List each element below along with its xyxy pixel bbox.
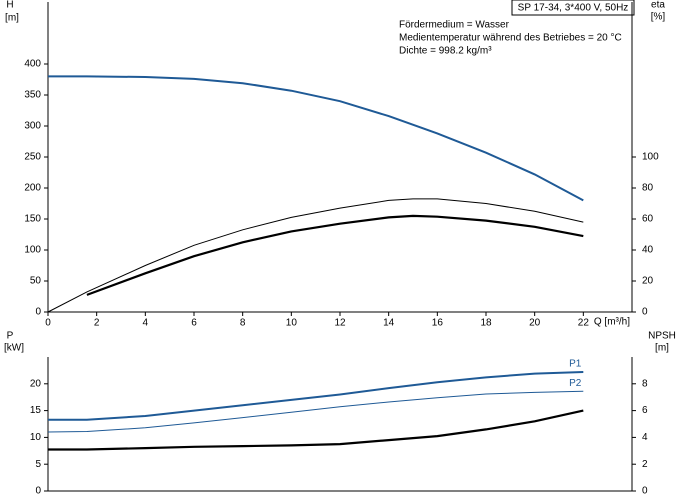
- y-tick-label: 15: [30, 405, 42, 416]
- chart-title: SP 17-34, 3*400 V, 50Hz: [518, 3, 629, 14]
- y2-tick-label: 2: [642, 459, 648, 470]
- y2-axis-unit: [%]: [651, 12, 666, 23]
- curve-label: P1: [569, 359, 582, 370]
- x-axis-label: Q [m³/h]: [594, 317, 630, 328]
- curve-label: P2: [569, 378, 582, 389]
- y-tick-label: 5: [35, 459, 41, 470]
- x-tick-label: 16: [432, 318, 444, 329]
- x-tick-label: 2: [94, 318, 100, 329]
- x-tick-label: 20: [529, 318, 541, 329]
- x-tick-label: 18: [480, 318, 492, 329]
- y2-tick-label: 6: [642, 405, 648, 416]
- y-axis-unit: [m]: [5, 13, 19, 24]
- y-tick-label: 100: [24, 245, 41, 256]
- curve: [86, 214, 584, 296]
- curve: [48, 75, 584, 202]
- annotation: Medientemperatur während des Betriebes =…: [399, 33, 622, 44]
- y2-tick-label: 8: [642, 378, 648, 389]
- y2-tick-label: 0: [642, 486, 648, 497]
- y2-tick-label: 20: [642, 276, 654, 287]
- y2-axis-label: NPSH: [648, 331, 676, 342]
- y-tick-label: 350: [24, 90, 41, 101]
- y-axis-label: P: [7, 331, 14, 342]
- y-tick-label: 200: [24, 183, 41, 194]
- curve: [48, 371, 584, 421]
- y2-axis-label: eta: [651, 0, 665, 11]
- y-tick-label: 20: [30, 378, 42, 389]
- y2-tick-label: 40: [642, 245, 654, 256]
- y2-tick-label: 0: [642, 307, 648, 318]
- y-tick-label: 0: [35, 486, 41, 497]
- y2-tick-label: 60: [642, 214, 654, 225]
- x-tick-label: 8: [240, 318, 246, 329]
- y-axis-unit: [kW]: [4, 343, 24, 354]
- y-tick-label: 250: [24, 152, 41, 163]
- title-box: [511, 0, 635, 16]
- y2-tick-label: 100: [642, 152, 659, 163]
- y2-axis-unit: [m]: [655, 343, 669, 354]
- x-tick-label: 14: [383, 318, 395, 329]
- x-tick-label: 10: [286, 318, 298, 329]
- curve: [48, 409, 584, 451]
- y-tick-label: 150: [24, 214, 41, 225]
- y-tick-label: 50: [30, 276, 42, 287]
- x-tick-label: 22: [578, 318, 590, 329]
- annotation: Fördermedium = Wasser: [399, 20, 510, 31]
- y-tick-label: 400: [24, 59, 41, 70]
- x-tick-label: 0: [45, 318, 51, 329]
- y-tick-label: 10: [30, 432, 42, 443]
- x-tick-label: 6: [191, 318, 197, 329]
- x-tick-label: 4: [143, 318, 149, 329]
- y-tick-label: 0: [35, 307, 41, 318]
- annotation: Dichte = 998.2 kg/m³: [399, 46, 492, 57]
- y2-tick-label: 80: [642, 183, 654, 194]
- curve: [47, 198, 584, 313]
- y2-tick-label: 4: [642, 432, 648, 443]
- curve: [47, 390, 584, 433]
- y-axis-label: H: [6, 0, 13, 11]
- y-tick-label: 300: [24, 121, 41, 132]
- x-tick-label: 12: [334, 318, 346, 329]
